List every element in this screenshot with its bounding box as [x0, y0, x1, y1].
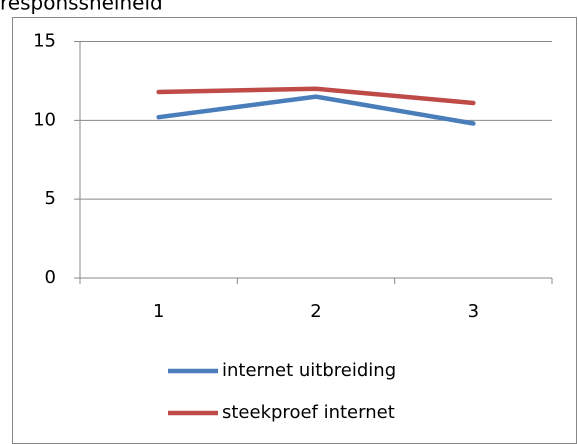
x-tick-label: 3 [468, 301, 479, 322]
legend-label: steekproef internet [222, 402, 395, 423]
x-tick-label: 1 [153, 301, 164, 322]
x-tick-label: 2 [310, 301, 321, 322]
legend-label: internet uitbreiding [222, 360, 396, 381]
series-line [156, 94, 476, 126]
y-tick-label: 15 [33, 31, 56, 52]
series-line [156, 86, 476, 106]
y-tick-label: 10 [33, 109, 56, 130]
y-tick-label: 0 [45, 267, 56, 288]
y-tick-label: 5 [45, 188, 56, 209]
chart-title: responssnelheid [0, 0, 163, 15]
